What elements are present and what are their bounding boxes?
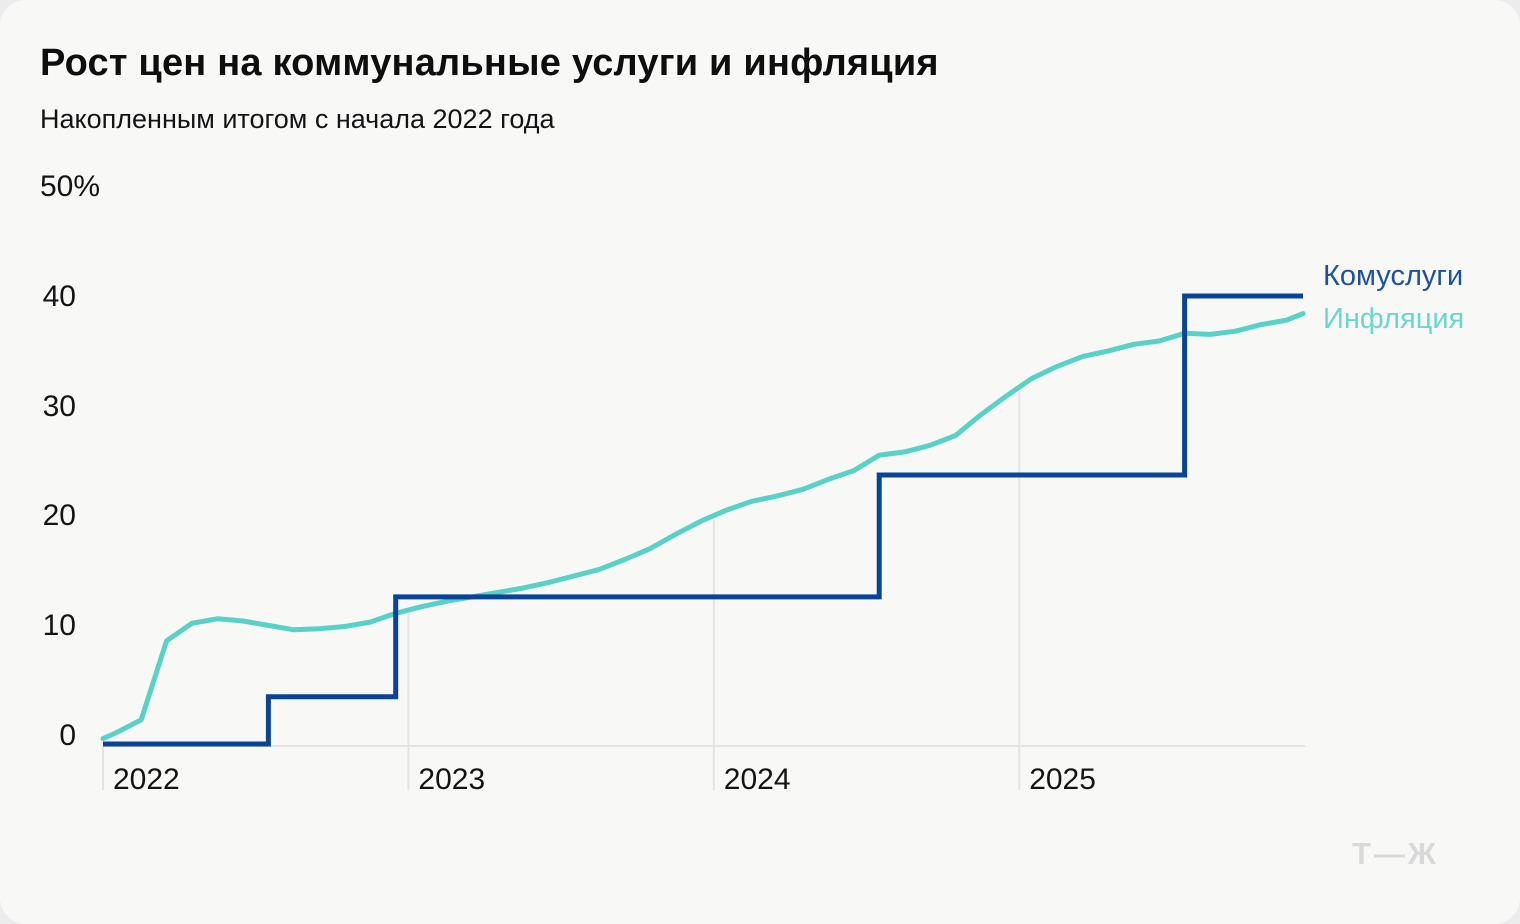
y-tick-label: 50%	[40, 170, 101, 203]
x-tick-label: 2022	[113, 763, 180, 796]
tj-logo: Т—Ж	[1352, 836, 1439, 871]
x-tick-label: 2024	[723, 763, 791, 796]
chart-title: Рост цен на коммунальные услуги и инфляц…	[40, 42, 939, 84]
y-tick-label: 10	[42, 609, 76, 643]
utilities-line	[103, 293, 1303, 747]
legend-inflation-label: Инфляция	[1323, 303, 1465, 335]
y-tick-label: 0	[59, 719, 76, 752]
x-tick-label: 2025	[1029, 763, 1096, 796]
y-tick-label: 30	[42, 389, 76, 423]
legend-utilities-label: Комуслуги	[1323, 260, 1464, 292]
x-tick-label: 2023	[418, 763, 486, 796]
y-tick-label: 40	[42, 279, 76, 313]
chart-subtitle: Накопленным итогом с начала 2022 года	[40, 104, 555, 134]
inflation-line	[100, 311, 1306, 741]
y-tick-label: 20	[42, 499, 76, 533]
